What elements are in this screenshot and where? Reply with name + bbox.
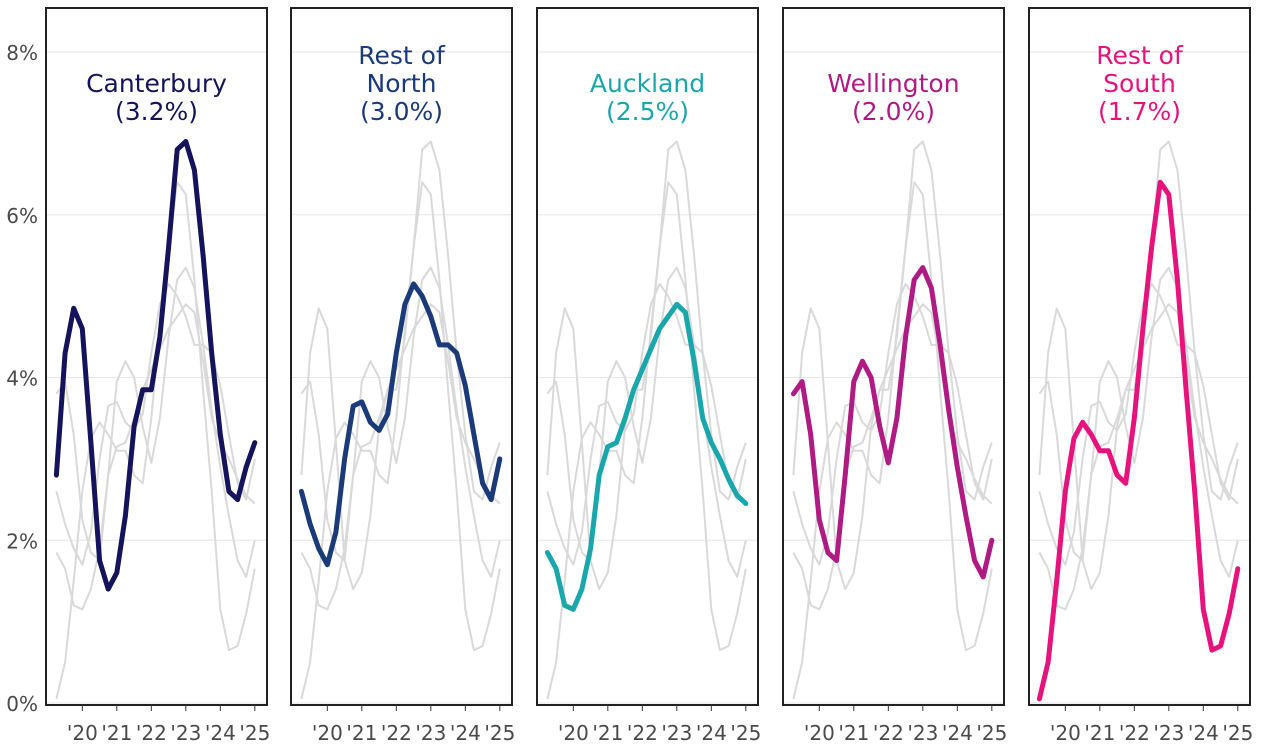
series-line — [544, 301, 749, 612]
series-line — [53, 139, 258, 592]
x-tick-label: '22 — [136, 721, 167, 745]
panel-title: Canterbury — [86, 69, 227, 98]
ghost-series-line — [55, 266, 256, 578]
x-tick-label: '23 — [1153, 721, 1184, 745]
y-tick-label: 2% — [6, 529, 38, 553]
x-tick-label: '24 — [696, 721, 727, 745]
y-axis: 0% 2% 4% 6% 8% — [6, 41, 38, 716]
ghost-series-line — [55, 282, 256, 566]
panel-auckland: Auckland(2.5%) '20'21'22'23'24'25 — [536, 7, 761, 745]
x-tick-label: '22 — [627, 721, 658, 745]
x-tick-label: '25 — [976, 721, 1007, 745]
x-tick-label: '21 — [592, 721, 623, 745]
x-tick-label: '22 — [873, 721, 904, 745]
y-tick-label: 0% — [6, 692, 38, 716]
ghost-series-line — [546, 282, 747, 566]
ghost-series-line — [300, 181, 501, 700]
series-line — [1036, 179, 1241, 702]
ghost-series-line — [546, 266, 747, 578]
panel-frame — [45, 7, 268, 706]
x-tick-label: '22 — [381, 721, 412, 745]
ghost-series-line — [1038, 282, 1239, 566]
panel-title-value: (3.0%) — [360, 97, 443, 126]
y-tick-label: 8% — [6, 41, 38, 65]
series-line — [298, 281, 503, 568]
panel-frame — [290, 7, 513, 706]
ghost-series-line — [300, 303, 501, 611]
x-tick-label: '21 — [101, 721, 132, 745]
x-tick-label: '20 — [67, 721, 98, 745]
panel-title-value: (1.7%) — [1098, 97, 1181, 126]
panel-frame — [782, 7, 1005, 706]
x-tick-label: '21 — [838, 721, 869, 745]
ghost-series-line — [792, 282, 993, 566]
panel-title: Auckland — [590, 69, 705, 98]
x-tick-label: '22 — [1119, 721, 1150, 745]
x-tick-label: '25 — [730, 721, 761, 745]
x-tick-label: '21 — [1084, 721, 1115, 745]
x-tick-label: '20 — [558, 721, 589, 745]
x-tick-label: '20 — [804, 721, 835, 745]
panel-title: South — [1103, 69, 1176, 98]
ghost-series-line — [792, 181, 993, 700]
panel-title: Wellington — [827, 69, 959, 98]
panel-frame — [1028, 7, 1251, 706]
ghost-series-line — [546, 181, 747, 700]
panel-title: North — [367, 69, 437, 98]
x-tick-label: '25 — [1222, 721, 1253, 745]
panel-title-value: (2.5%) — [606, 97, 689, 126]
panel-title-value: (2.0%) — [852, 97, 935, 126]
panel-canterbury: Canterbury(3.2%) '20'21'22'23'24'25 — [45, 7, 270, 745]
x-tick-label: '24 — [205, 721, 236, 745]
ghost-series-line — [1038, 266, 1239, 578]
panel-title-value: (3.2%) — [115, 97, 198, 126]
y-tick-label: 4% — [6, 367, 38, 391]
panel-title: Rest of — [1096, 41, 1184, 70]
x-tick-label: '20 — [1050, 721, 1081, 745]
panel-frame — [536, 7, 759, 706]
x-tick-label: '24 — [1188, 721, 1219, 745]
panel-title: Rest of — [358, 41, 446, 70]
x-tick-label: '25 — [484, 721, 515, 745]
x-tick-label: '23 — [907, 721, 938, 745]
ghost-series-line — [792, 303, 993, 611]
x-tick-label: '23 — [661, 721, 692, 745]
x-tick-label: '24 — [450, 721, 481, 745]
x-tick-label: '23 — [415, 721, 446, 745]
x-tick-label: '21 — [346, 721, 377, 745]
x-tick-label: '24 — [942, 721, 973, 745]
panel-wellington: Wellington(2.0%) '20'21'22'23'24'25 — [782, 7, 1007, 745]
y-tick-label: 6% — [6, 204, 38, 228]
x-tick-label: '23 — [170, 721, 201, 745]
x-tick-label: '20 — [312, 721, 343, 745]
x-tick-label: '25 — [239, 721, 270, 745]
series-line — [790, 265, 995, 580]
